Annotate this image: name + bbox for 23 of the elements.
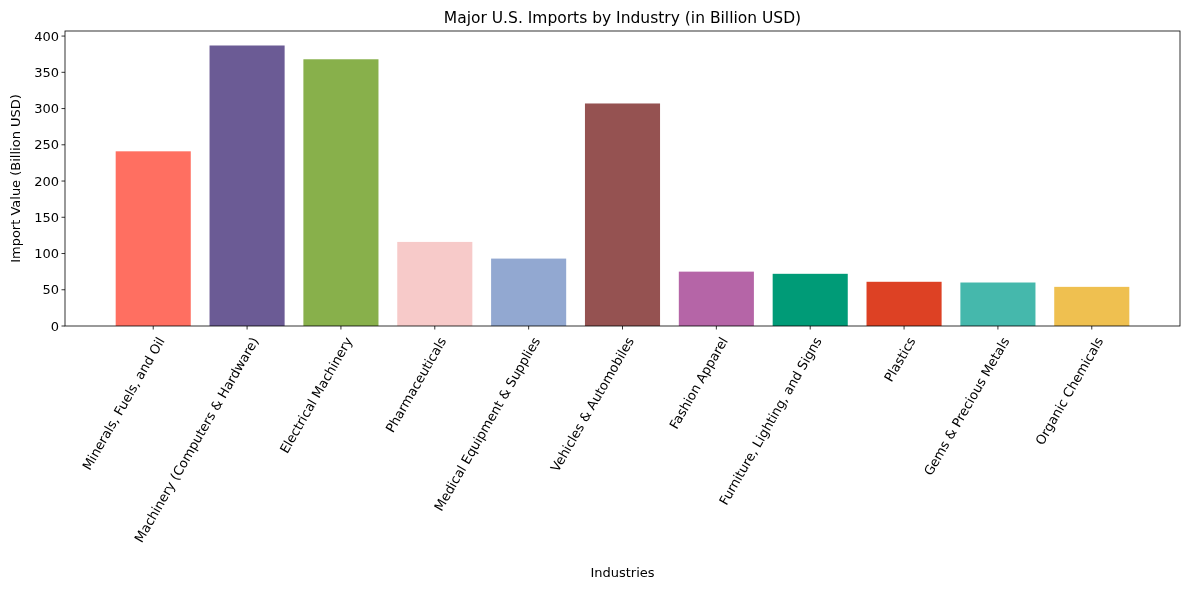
bar xyxy=(491,258,567,326)
bar xyxy=(678,271,754,326)
chart-title: Major U.S. Imports by Industry (in Billion USD) xyxy=(443,9,802,27)
y-tick-label: 50 xyxy=(42,282,59,298)
bar xyxy=(1054,286,1130,326)
y-tick-label: 400 xyxy=(34,28,59,44)
y-tick-label: 0 xyxy=(50,318,59,334)
bar xyxy=(866,281,942,326)
bar xyxy=(115,151,191,326)
bar xyxy=(303,59,379,326)
y-axis-title: Import Value (Billion USD) xyxy=(8,94,23,263)
bar xyxy=(209,45,285,326)
y-tick-label: 150 xyxy=(34,209,59,225)
y-tick-label: 350 xyxy=(34,64,59,80)
bar xyxy=(772,273,848,326)
y-tick-label: 250 xyxy=(34,137,59,153)
y-tick-label: 300 xyxy=(34,101,59,117)
bar xyxy=(397,241,473,326)
bar xyxy=(960,282,1036,326)
y-tick-label: 200 xyxy=(34,173,59,189)
x-axis-title: Industries xyxy=(590,565,655,580)
y-tick-label: 100 xyxy=(34,246,59,262)
bar xyxy=(584,103,661,326)
